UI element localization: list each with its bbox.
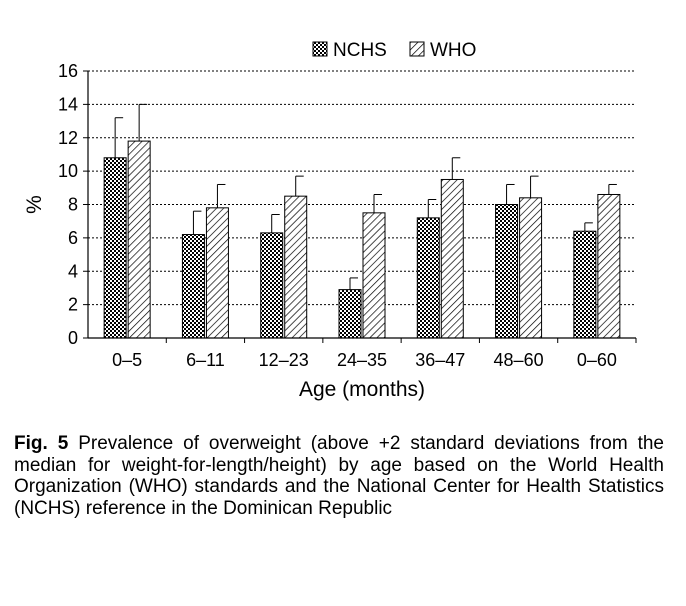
bar-nchs bbox=[260, 232, 284, 339]
caption-label: Fig. 5 bbox=[14, 433, 69, 454]
y-tick-label: 10 bbox=[58, 161, 78, 181]
gridlines bbox=[88, 70, 636, 306]
y-axis-title: % bbox=[23, 195, 46, 214]
bar-nchs bbox=[573, 230, 597, 339]
legend-swatch-nchs bbox=[312, 41, 328, 57]
x-tick-label: 48–60 bbox=[494, 350, 544, 370]
bar-nchs bbox=[181, 234, 205, 339]
bar-nchs bbox=[338, 289, 362, 339]
legend: NCHS WHO bbox=[312, 40, 476, 61]
x-tick-label: 0–5 bbox=[112, 350, 142, 370]
bar-who bbox=[519, 197, 543, 339]
bar-chart: 0 2 4 6 8 10 12 14 16 0–5 6–11 12–23 24–35 36–47 48–60… bbox=[23, 40, 637, 401]
legend-label-nchs: NCHS bbox=[333, 40, 387, 61]
y-tick-label: 0 bbox=[68, 328, 78, 348]
y-tick-label: 16 bbox=[58, 61, 78, 81]
bar-who bbox=[440, 178, 464, 339]
x-tick-label: 12–23 bbox=[259, 350, 309, 370]
bar-nchs bbox=[495, 204, 519, 339]
axis-labels: 0 2 4 6 8 10 12 14 16 0–5 6–11 12–23 24–35 36–47 48–60… bbox=[23, 61, 617, 401]
x-tick-label: 6–11 bbox=[186, 350, 225, 370]
y-tick-label: 2 bbox=[68, 295, 78, 315]
bar-who bbox=[205, 207, 229, 339]
bar-who bbox=[127, 140, 151, 339]
x-axis-title: Age (months) bbox=[299, 378, 425, 401]
bar-who bbox=[362, 212, 386, 339]
y-tick-label: 6 bbox=[68, 228, 78, 248]
caption-text: Prevalence of overweight (above +2 stand… bbox=[14, 433, 664, 519]
legend-swatch-who bbox=[409, 41, 425, 57]
axes bbox=[83, 70, 637, 343]
bar-who bbox=[597, 193, 621, 339]
bars bbox=[103, 103, 621, 339]
x-tick-label: 0–60 bbox=[577, 350, 617, 370]
x-tick-label: 24–35 bbox=[337, 350, 387, 370]
legend-label-who: WHO bbox=[430, 40, 476, 61]
bar-nchs bbox=[416, 217, 440, 339]
y-tick-label: 14 bbox=[58, 94, 78, 114]
bar-nchs bbox=[103, 157, 127, 339]
figure-caption: Fig. 5 Prevalence of overweight (above +… bbox=[14, 433, 664, 519]
y-tick-label: 8 bbox=[68, 195, 78, 215]
bar-who bbox=[284, 195, 308, 339]
y-tick-label: 4 bbox=[68, 261, 78, 281]
y-tick-label: 12 bbox=[58, 128, 78, 148]
x-tick-label: 36–47 bbox=[415, 350, 465, 370]
